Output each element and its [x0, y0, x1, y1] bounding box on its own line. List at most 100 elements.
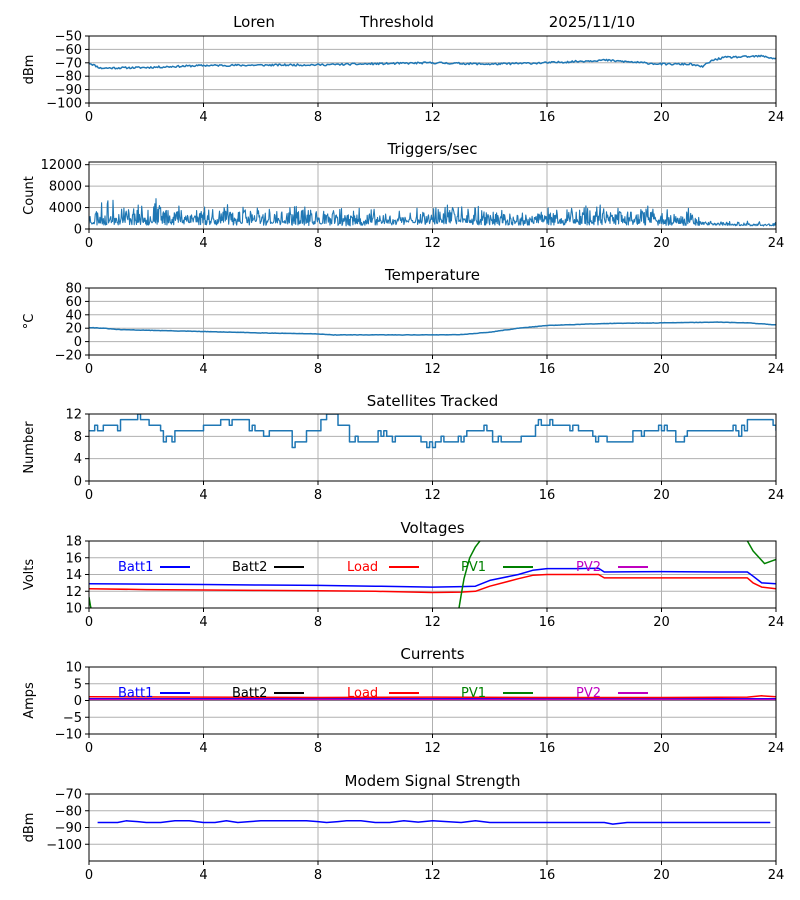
- x-tick-label-modem: 4: [199, 868, 207, 883]
- x-tick-label-currents: 4: [199, 741, 207, 756]
- y-axis-label-satellites: Number: [22, 421, 37, 474]
- x-tick-label-temperature: 20: [653, 362, 670, 377]
- y-tick-label-currents: 5: [74, 677, 82, 692]
- legend-label-voltages-batt1: Batt1: [118, 560, 153, 575]
- y-tick-label-modem: −90: [55, 821, 82, 836]
- x-tick-label-currents: 0: [85, 741, 93, 756]
- x-tick-label-modem: 8: [314, 868, 322, 883]
- y-tick-label-currents: 0: [74, 694, 82, 709]
- y-tick-label-voltages: 10: [65, 602, 82, 617]
- y-tick-label-triggers: 8000: [49, 180, 82, 195]
- y-tick-label-satellites: 4: [74, 452, 82, 467]
- x-tick-label-currents: 16: [539, 741, 556, 756]
- chart-title-voltages: Voltages: [400, 519, 464, 537]
- y-tick-label-temperature: 40: [65, 308, 82, 323]
- x-tick-label-satellites: 8: [314, 488, 322, 503]
- x-tick-label-threshold: 8: [314, 110, 322, 125]
- legend-label-voltages-batt2: Batt2: [232, 560, 267, 575]
- x-tick-label-voltages: 16: [539, 615, 556, 630]
- x-tick-label-threshold: 0: [85, 110, 93, 125]
- y-tick-label-triggers: 0: [74, 223, 82, 238]
- legend-label-currents-pv1: PV1: [461, 686, 486, 701]
- x-tick-label-triggers: 8: [314, 236, 322, 251]
- y-tick-label-voltages: 14: [65, 568, 82, 583]
- y-tick-label-modem: −80: [55, 804, 82, 819]
- chart-satellites: 0 4 8 12 16 20 24 0 4 8 12 Satellites Tracked Number: [22, 392, 784, 503]
- y-tick-label-currents: 10: [65, 661, 82, 676]
- header-station: Loren: [233, 13, 275, 31]
- legend-label-voltages-pv1: PV1: [461, 560, 486, 575]
- y-axis-label-triggers: Count: [22, 176, 37, 215]
- x-tick-label-modem: 0: [85, 868, 93, 883]
- series-line-currents-load: [89, 695, 776, 699]
- series-line-voltages-pv1: [89, 541, 776, 608]
- chart-title-modem: Modem Signal Strength: [345, 772, 521, 790]
- y-tick-label-satellites: 0: [74, 475, 82, 490]
- x-tick-label-triggers: 12: [424, 236, 441, 251]
- series-line-satellites-satellites: [89, 414, 776, 449]
- y-axis-label-modem: dBm: [22, 813, 37, 843]
- chart-modem: 0 4 8 12 16 20 24 −100 −90 −80−70 Modem Signal Str…: [22, 772, 784, 883]
- x-tick-label-voltages: 4: [199, 615, 207, 630]
- x-tick-label-modem: 24: [768, 868, 785, 883]
- x-tick-label-currents: 8: [314, 741, 322, 756]
- x-tick-label-temperature: 4: [199, 362, 207, 377]
- x-tick-label-voltages: 24: [768, 615, 785, 630]
- x-tick-label-satellites: 0: [85, 488, 93, 503]
- y-tick-label-triggers: 12000: [41, 158, 82, 173]
- header-date: 2025/11/10: [549, 13, 635, 31]
- legend-label-voltages-pv2: PV2: [576, 560, 601, 575]
- x-tick-label-voltages: 12: [424, 615, 441, 630]
- x-tick-label-triggers: 20: [653, 236, 670, 251]
- x-tick-label-triggers: 4: [199, 236, 207, 251]
- y-axis-label-threshold: dBm: [22, 55, 37, 85]
- series-line-temperature-temperature: [89, 321, 776, 336]
- legend-label-currents-pv2: PV2: [576, 686, 601, 701]
- x-tick-label-triggers: 0: [85, 236, 93, 251]
- series-line-triggers-triggers: [89, 198, 776, 227]
- series-line-threshold-threshold: [89, 54, 776, 70]
- y-tick-label-voltages: 12: [65, 585, 82, 600]
- x-tick-label-temperature: 0: [85, 362, 93, 377]
- y-axis-label-voltages: Volts: [22, 559, 37, 591]
- series-line-voltages-load: [89, 573, 776, 594]
- x-tick-label-modem: 20: [653, 868, 670, 883]
- y-tick-label-threshold: −80: [55, 70, 82, 85]
- x-tick-label-currents: 12: [424, 741, 441, 756]
- y-tick-label-temperature: 0: [74, 335, 82, 350]
- legend-label-currents-load: Load: [347, 686, 378, 701]
- x-tick-label-temperature: 24: [768, 362, 785, 377]
- y-tick-label-temperature: 20: [65, 322, 82, 337]
- x-tick-label-temperature: 8: [314, 362, 322, 377]
- y-tick-label-threshold: −100: [46, 97, 82, 112]
- y-tick-label-threshold: −90: [55, 83, 82, 98]
- y-axis-label-temperature: °C: [22, 314, 37, 330]
- chart-title-currents: Currents: [400, 645, 464, 663]
- y-tick-label-threshold: −70: [55, 56, 82, 71]
- y-tick-label-threshold: −50: [55, 30, 82, 45]
- y-tick-label-currents: −5: [63, 711, 82, 726]
- x-tick-label-voltages: 20: [653, 615, 670, 630]
- chart-title-triggers: Triggers/sec: [387, 140, 478, 158]
- chart-threshold: 0 4 8 12 16 20 24 −100−90−80−70−60−50 dBm: [22, 30, 784, 126]
- x-tick-label-triggers: 24: [768, 236, 785, 251]
- y-tick-label-temperature: 60: [65, 295, 82, 310]
- x-tick-label-satellites: 16: [539, 488, 556, 503]
- x-tick-label-currents: 20: [653, 741, 670, 756]
- x-tick-label-satellites: 12: [424, 488, 441, 503]
- x-tick-label-threshold: 16: [539, 110, 556, 125]
- series-line-voltages-batt1: [89, 567, 776, 588]
- y-tick-label-voltages: 16: [65, 551, 82, 566]
- y-tick-label-temperature: −20: [55, 349, 82, 364]
- x-tick-label-temperature: 16: [539, 362, 556, 377]
- x-tick-label-voltages: 0: [85, 615, 93, 630]
- y-axis-label-currents: Amps: [22, 682, 37, 719]
- x-tick-label-satellites: 24: [768, 488, 785, 503]
- y-tick-label-satellites: 12: [65, 408, 82, 423]
- chart-triggers: 0 4 8 12 16 20 24 0 4000 8000 12000 Triggers/sec Cou…: [22, 140, 784, 251]
- y-tick-label-modem: −100: [46, 838, 82, 853]
